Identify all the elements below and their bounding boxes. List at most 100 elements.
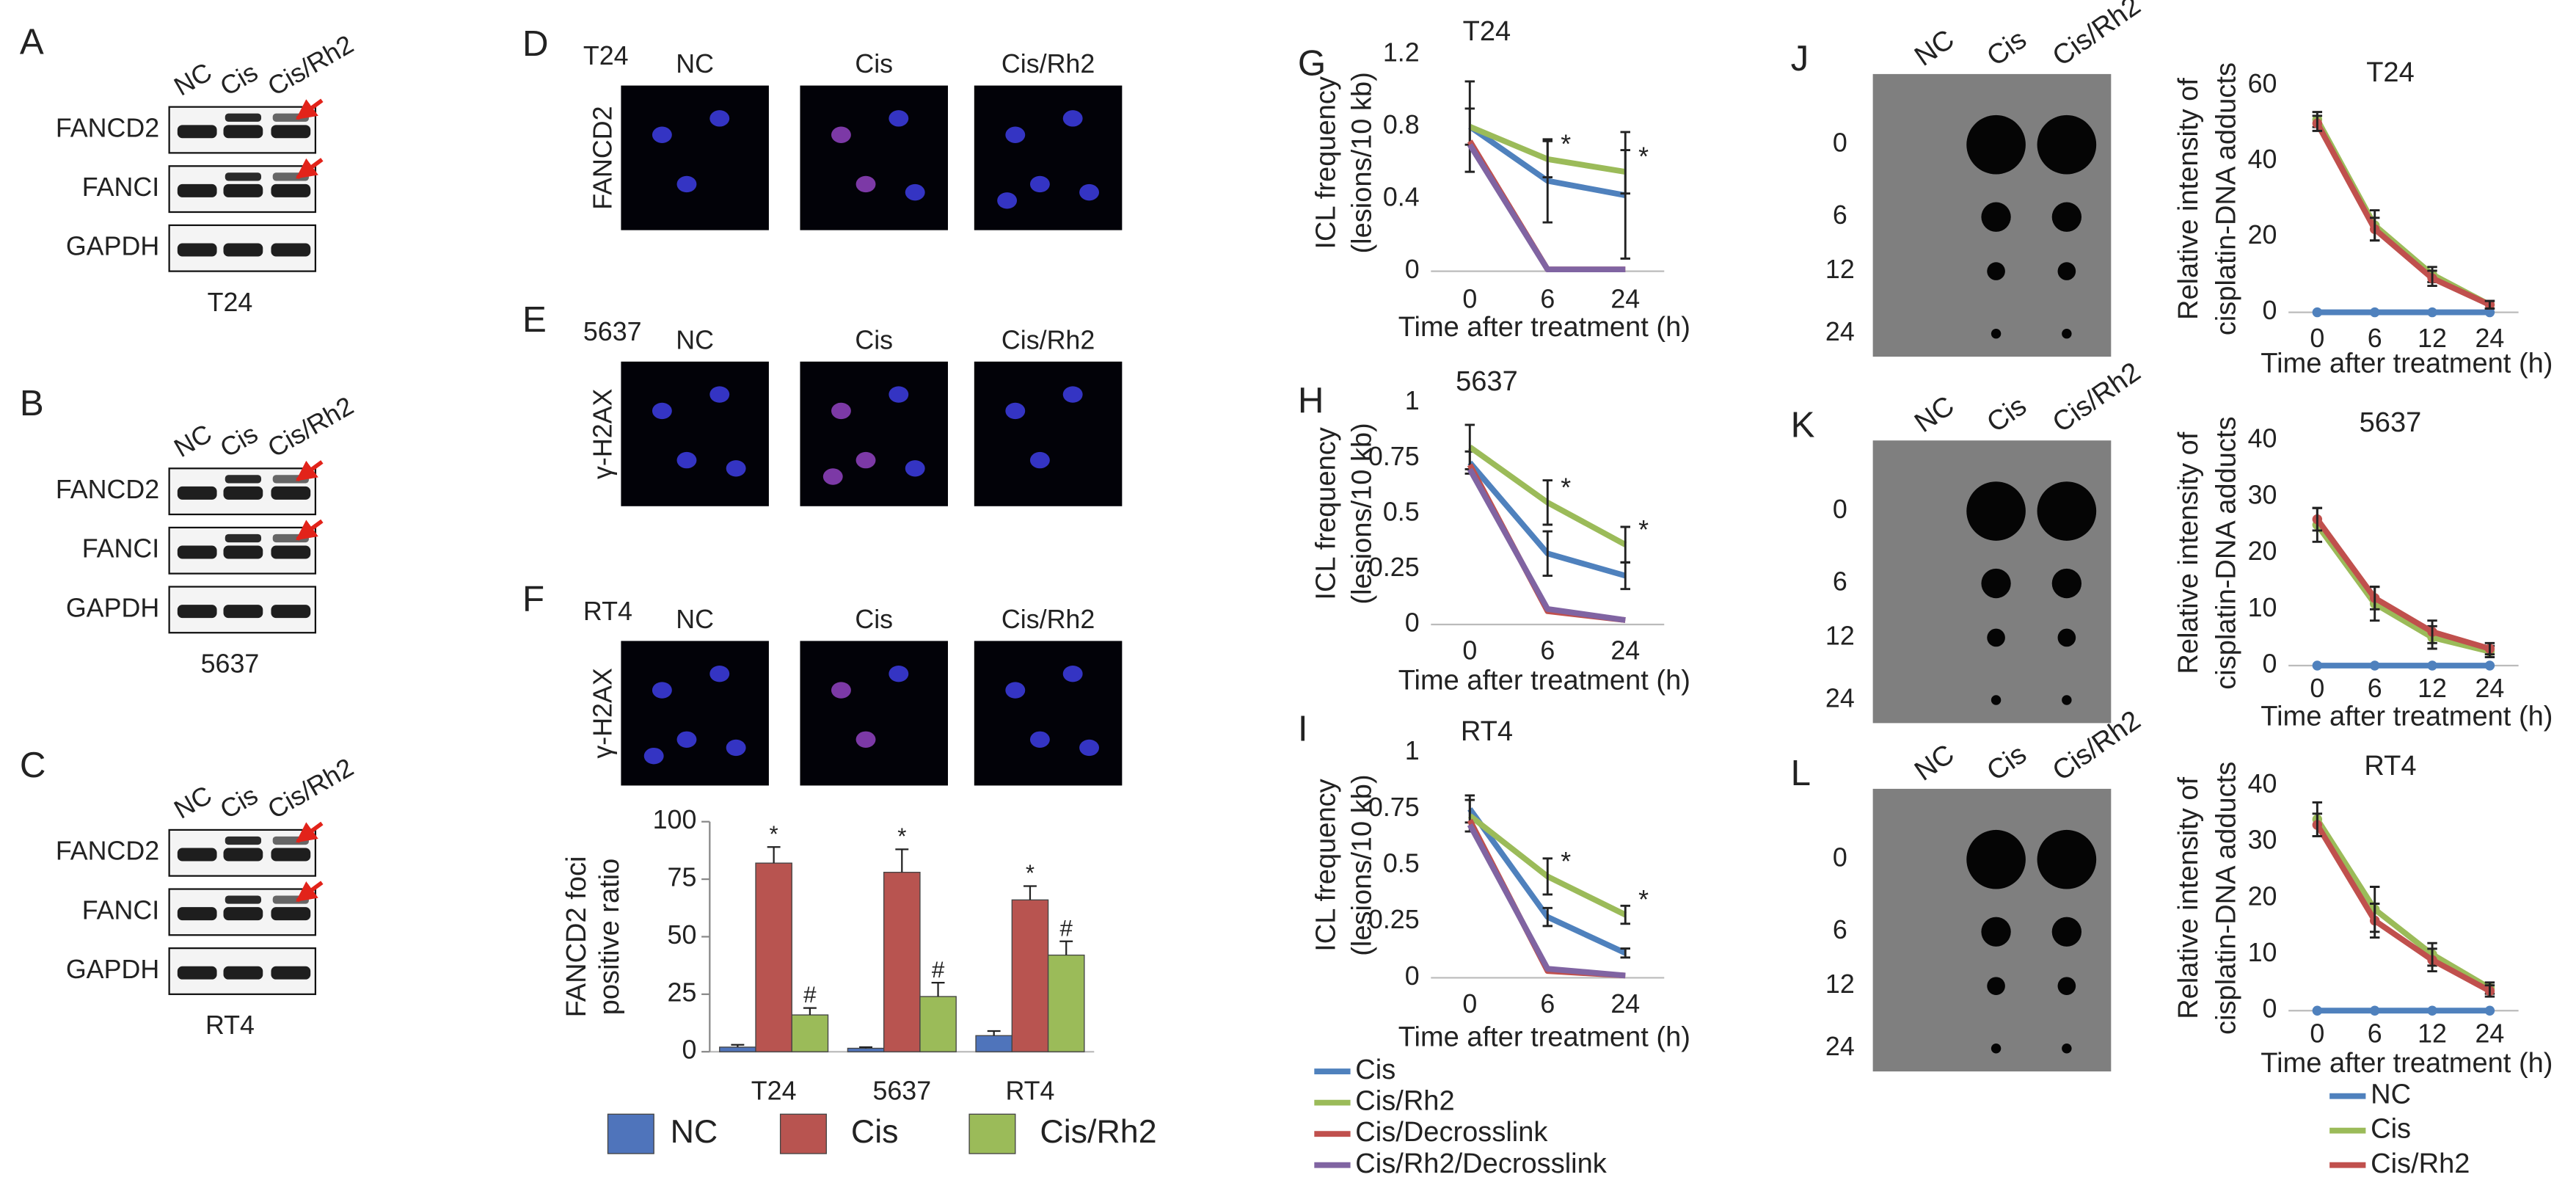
lane-label: Cis [1982, 739, 2032, 787]
error-bar [803, 1007, 817, 1016]
stain-label: γ-H2AX [588, 388, 617, 478]
x-axis-label: Time after treatment (h) [1398, 312, 1690, 343]
lane-label: Cis [215, 57, 263, 102]
bar [1047, 954, 1085, 1052]
x-tick-label: RT4 [1005, 1077, 1054, 1106]
y-tick-label: 0 [2263, 296, 2277, 325]
error-bar [2484, 299, 2495, 310]
nucleus [709, 386, 730, 403]
y-tick-label: 10 [2248, 593, 2277, 622]
y-tick-label: 30 [2248, 480, 2277, 509]
significance-mark: * [1026, 860, 1035, 886]
x-tick-label: 24 [2475, 674, 2505, 703]
marker [2369, 660, 2380, 671]
error-bar [987, 1030, 1001, 1036]
legend-swatch [607, 1113, 654, 1154]
x-tick-label: 6 [1540, 636, 1555, 666]
band [177, 907, 217, 921]
panel-letter: D [522, 23, 549, 64]
band [177, 183, 217, 197]
nucleus [1079, 183, 1099, 201]
column-label: Cis [855, 325, 893, 354]
band [223, 848, 263, 862]
x-axis-label: Time after treatment (h) [2261, 702, 2553, 732]
micrograph [621, 85, 769, 230]
band [225, 475, 262, 484]
y-tick-label: 20 [2248, 220, 2277, 250]
legend-label: Cis [2371, 1114, 2411, 1145]
row-label: 24 [1825, 1032, 1855, 1061]
chart-title: RT4 [2364, 751, 2416, 782]
row-label: 12 [1825, 255, 1855, 284]
x-tick-label: 12 [2418, 674, 2447, 703]
dot [1987, 628, 2005, 647]
dot [1981, 568, 2011, 599]
y-axis-label: ICL frequency [1310, 76, 1341, 249]
error-bar [2312, 506, 2323, 532]
x-tick-label: 6 [1540, 989, 1555, 1019]
x-tick-label: 0 [2310, 674, 2324, 703]
legend-label: NC [671, 1113, 718, 1150]
cell-line-label: 5637 [201, 649, 260, 678]
marker [2369, 1005, 2380, 1016]
line [2315, 817, 2492, 991]
column-label: Cis/Rh2 [1001, 605, 1095, 634]
column-label: Cis [855, 49, 893, 79]
band [271, 605, 311, 619]
stain-label: γ-H2AX [588, 668, 617, 758]
significance-mark: * [770, 821, 778, 847]
x-tick-label: 12 [2418, 324, 2447, 353]
nucleus [905, 183, 925, 201]
nucleus [1062, 110, 1083, 127]
nucleus [1005, 402, 1026, 420]
error-bar [2484, 984, 2495, 998]
lane-label: NC [169, 57, 217, 102]
marker [2484, 307, 2495, 318]
line [2314, 122, 2492, 307]
dot [2057, 262, 2076, 280]
nucleus [1079, 739, 1099, 757]
y-axis-label: FANCD2 foci [561, 856, 592, 1018]
nucleus [676, 731, 697, 748]
column-label: Cis/Rh2 [1001, 49, 1095, 79]
panel-letter: C [20, 745, 46, 785]
micrograph [974, 85, 1123, 230]
row-label: 6 [1833, 200, 1847, 230]
nucleus [1062, 386, 1083, 403]
arrow [296, 460, 324, 482]
significance-mark: * [1561, 473, 1571, 502]
y-axis-label: Relative intensity of [2173, 78, 2204, 320]
x-axis-label: Time after treatment (h) [1398, 665, 1690, 696]
row-label: 12 [1825, 621, 1855, 650]
legend-label: Cis [1355, 1055, 1395, 1085]
panel-letter: F [522, 579, 544, 619]
error-bar [2484, 641, 2495, 656]
lane-label: Cis/Rh2 [2047, 0, 2146, 73]
band [177, 125, 217, 139]
bar [719, 1046, 756, 1052]
y-tick-label: 0.75 [1368, 442, 1420, 471]
error-bar [2427, 269, 2437, 287]
micrograph [800, 641, 948, 786]
dot [1987, 977, 2005, 995]
dot [2037, 481, 2097, 541]
band [177, 545, 217, 559]
y-axis-label: ICL frequency [1310, 427, 1341, 600]
band [177, 605, 217, 619]
error-bar [931, 982, 945, 997]
nucleus [726, 460, 746, 477]
marker [2427, 1005, 2437, 1016]
dot [2062, 328, 2072, 339]
lane-label: Cis/Rh2 [2047, 357, 2146, 439]
row-label: FANCD2 [56, 837, 159, 866]
legend-label: Cis/Rh2/Decrosslink [1355, 1148, 1607, 1179]
lane-label: Cis [215, 419, 263, 464]
y-tick-label: 0 [2263, 994, 2277, 1024]
row-label: 24 [1825, 317, 1855, 346]
y-tick-label: 20 [2248, 536, 2277, 566]
x-tick-label: 24 [1610, 284, 1640, 313]
nucleus [889, 386, 909, 403]
x-tick-label: 0 [2310, 1019, 2324, 1048]
dot [2037, 829, 2097, 889]
panel-letter: J [1791, 38, 1809, 79]
